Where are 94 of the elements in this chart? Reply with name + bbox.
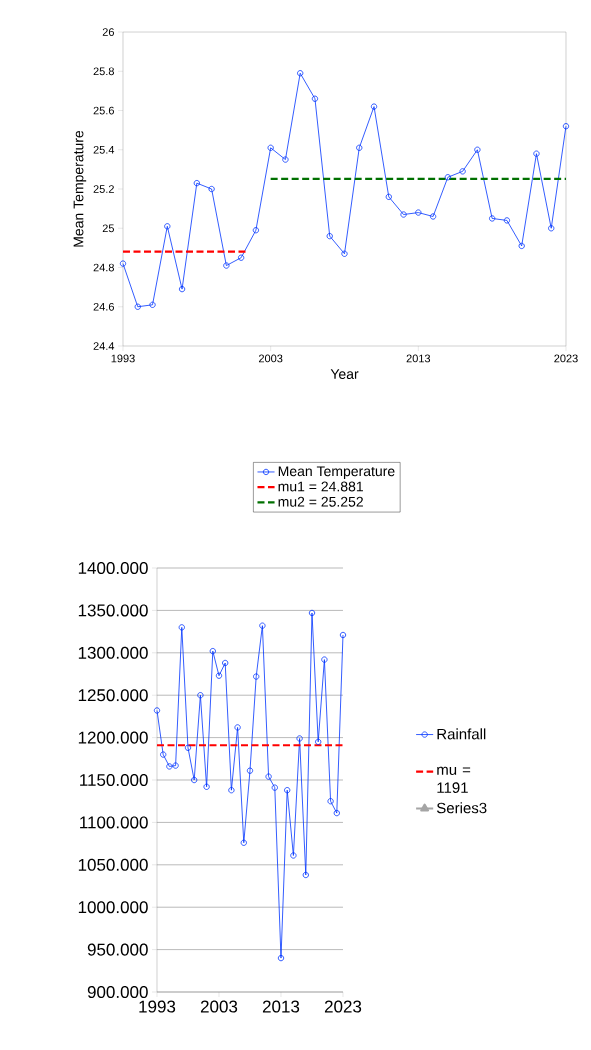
- point: [308, 609, 316, 617]
- x-tick-label: 2013: [262, 1000, 300, 1013]
- point: [321, 656, 328, 663]
- point: [311, 95, 319, 102]
- point: [178, 286, 186, 293]
- y-tick-label: 25.4: [93, 145, 115, 154]
- point: [333, 809, 340, 817]
- point: [444, 174, 451, 181]
- y-tick-label: 900.000: [87, 985, 148, 999]
- y-tick-label: 950.000: [87, 943, 148, 956]
- y-tick-label: 26: [102, 28, 114, 36]
- point: [228, 787, 235, 794]
- x-axis-title: Year: [330, 369, 359, 379]
- point: [326, 233, 333, 240]
- point: [415, 209, 422, 216]
- legend-label: mu2 = 25.252: [278, 496, 363, 507]
- point: [400, 211, 407, 218]
- point: [197, 692, 204, 699]
- point: [356, 144, 363, 151]
- point: [259, 622, 266, 629]
- point: [203, 783, 210, 790]
- point: [234, 724, 241, 731]
- point: [297, 70, 304, 77]
- point: [503, 217, 511, 224]
- y-tick-label: 1350.000: [78, 604, 148, 617]
- point: [222, 659, 229, 667]
- point: [208, 185, 215, 193]
- y-tick-label: 1200.000: [78, 731, 148, 744]
- point: [429, 213, 437, 220]
- point: [149, 301, 156, 308]
- x-tick-label: 2003: [200, 1000, 238, 1013]
- point: [296, 735, 303, 742]
- point: [290, 852, 297, 859]
- point: [302, 871, 309, 879]
- y-tick-label: 25.2: [93, 185, 114, 193]
- point: [172, 762, 179, 769]
- point: [184, 744, 192, 751]
- point: [166, 763, 173, 770]
- x-tick-label: 2023: [554, 354, 578, 363]
- point: [240, 839, 247, 846]
- y-tick-label: 25.6: [93, 106, 114, 115]
- point: [489, 215, 496, 222]
- point: [253, 673, 260, 680]
- point: [246, 767, 254, 774]
- y-tick-label: 1000.000: [78, 901, 148, 914]
- y-tick-label: 24.8: [93, 263, 114, 272]
- x-tick-label: 2003: [258, 354, 283, 363]
- y-tick-label: 24.4: [93, 342, 115, 350]
- legend-label: Mean Temperature: [278, 466, 395, 479]
- y-tick-label: 1400.000: [78, 561, 148, 575]
- y-tick-label: 24.6: [93, 302, 114, 311]
- point: [327, 798, 334, 805]
- point: [341, 250, 348, 257]
- point: [271, 784, 278, 791]
- point: [193, 180, 200, 187]
- x-tick-label: 1993: [111, 354, 135, 363]
- point: [191, 776, 198, 784]
- y-tick-label: 25: [102, 224, 114, 233]
- legend-label: mu = 1191: [437, 766, 471, 793]
- y-tick-label: 1300.000: [78, 646, 148, 659]
- legend-label: Series3: [436, 802, 487, 814]
- y-tick-label: 1050.000: [78, 858, 148, 871]
- point: [209, 648, 216, 655]
- y-tick-label: 1100.000: [80, 816, 148, 829]
- point: [518, 242, 525, 250]
- point: [134, 303, 141, 310]
- point: [160, 751, 167, 758]
- point: [277, 954, 285, 962]
- point: [215, 672, 223, 679]
- point: [385, 193, 392, 200]
- x-tick-label: 2013: [406, 354, 431, 363]
- x-tick-label: 2023: [324, 1000, 362, 1013]
- point: [284, 787, 291, 794]
- y-tick-label: 1150.000: [80, 773, 148, 787]
- point: [315, 738, 322, 745]
- legend-label: Rainfall: [437, 728, 486, 740]
- point: [164, 223, 171, 230]
- point: [474, 146, 481, 153]
- y-tick-label: 25.8: [93, 67, 114, 76]
- point: [370, 103, 378, 110]
- y-axis-title: Mean Temperature: [73, 130, 87, 247]
- point: [267, 144, 274, 151]
- point: [223, 262, 230, 269]
- legend-label: mu1 = 24.881: [278, 481, 363, 492]
- point: [265, 773, 272, 780]
- y-tick-label: 1250.000: [78, 689, 148, 702]
- point: [459, 168, 466, 175]
- point: [238, 254, 245, 261]
- point: [282, 156, 289, 163]
- point: [178, 624, 185, 631]
- point: [252, 227, 259, 234]
- point: [533, 150, 540, 157]
- x-tick-label: 1993: [139, 1000, 176, 1013]
- point: [548, 225, 555, 232]
